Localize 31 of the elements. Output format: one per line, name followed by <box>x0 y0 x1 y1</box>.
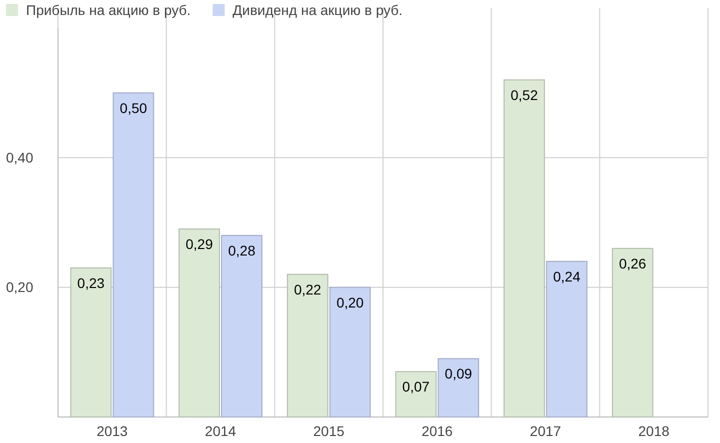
data-label: 0,26 <box>618 255 646 272</box>
bar <box>395 371 437 418</box>
data-label: 0,29 <box>186 236 214 252</box>
x-tick-label: 2016 <box>422 423 453 439</box>
bar <box>178 228 220 418</box>
x-tick-label: 2015 <box>313 423 345 439</box>
data-label: 0,20 <box>336 294 364 310</box>
bar <box>286 274 328 418</box>
bar <box>221 234 262 418</box>
bar <box>329 286 371 418</box>
bar <box>112 92 154 418</box>
x-tick-label: 2013 <box>96 423 128 439</box>
legend-label: Прибыль на акцию в руб. <box>26 2 191 18</box>
x-tick-label: 2017 <box>530 423 562 439</box>
data-label: 0,22 <box>294 281 322 298</box>
x-tick-label: 2014 <box>204 423 236 439</box>
data-label: 0,52 <box>510 86 538 103</box>
data-label: 0,28 <box>228 242 256 258</box>
y-tick-label: 0,40 <box>6 150 34 166</box>
data-label: 0,07 <box>402 378 430 395</box>
bar <box>546 260 588 418</box>
bar <box>504 79 545 418</box>
legend-label: Дивиденд на акцию в руб. <box>232 2 403 18</box>
bar <box>70 267 112 418</box>
bar <box>612 248 654 418</box>
bar <box>438 358 480 418</box>
data-label: 0,23 <box>77 274 105 291</box>
data-label: 0,24 <box>553 268 581 284</box>
data-label: 0,50 <box>120 100 148 116</box>
x-tick-label: 2018 <box>638 423 670 439</box>
data-label: 0,09 <box>444 366 472 382</box>
